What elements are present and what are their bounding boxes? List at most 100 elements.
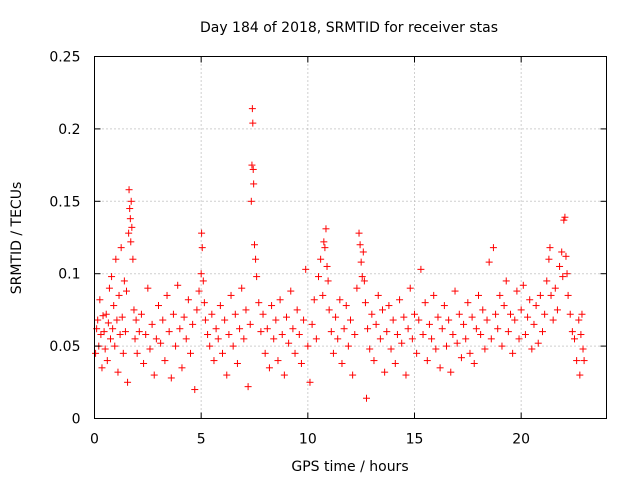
data-point bbox=[176, 325, 184, 333]
data-point bbox=[356, 241, 364, 249]
data-point bbox=[225, 331, 233, 339]
data-point bbox=[563, 270, 571, 278]
data-point bbox=[249, 165, 257, 173]
data-point bbox=[270, 335, 278, 343]
data-point bbox=[128, 223, 136, 231]
data-point bbox=[509, 349, 517, 357]
data-point bbox=[280, 371, 288, 379]
data-point bbox=[306, 378, 314, 386]
data-point bbox=[449, 331, 457, 339]
data-point bbox=[219, 349, 226, 357]
data-point bbox=[391, 359, 399, 367]
data-point bbox=[133, 349, 141, 357]
data-point bbox=[575, 316, 583, 324]
data-point bbox=[447, 368, 455, 376]
data-point bbox=[543, 277, 551, 285]
data-point bbox=[513, 287, 521, 295]
data-point bbox=[126, 215, 134, 223]
data-point bbox=[358, 273, 366, 281]
data-point bbox=[393, 331, 401, 339]
data-point bbox=[161, 357, 169, 365]
y-tick-label: 0.2 bbox=[58, 122, 80, 138]
data-point bbox=[530, 320, 538, 328]
data-point bbox=[357, 258, 365, 266]
data-point bbox=[180, 313, 188, 321]
data-point bbox=[197, 270, 205, 278]
data-point bbox=[109, 325, 117, 333]
data-point bbox=[259, 310, 267, 318]
data-point bbox=[366, 345, 374, 353]
data-point bbox=[206, 342, 214, 350]
x-tick-label: 10 bbox=[299, 432, 317, 448]
data-point bbox=[408, 335, 416, 343]
data-point bbox=[492, 310, 500, 318]
data-point bbox=[114, 368, 122, 376]
x-tick-label: 15 bbox=[406, 432, 424, 448]
data-point bbox=[297, 359, 305, 367]
data-point bbox=[144, 284, 152, 292]
data-point bbox=[472, 325, 480, 333]
data-point bbox=[126, 205, 134, 213]
data-point bbox=[107, 335, 114, 343]
data-point bbox=[404, 325, 412, 333]
data-point bbox=[479, 306, 487, 314]
data-point bbox=[528, 345, 536, 353]
data-point bbox=[115, 291, 123, 299]
data-point bbox=[507, 310, 514, 318]
data-point bbox=[475, 291, 482, 299]
data-point bbox=[483, 316, 491, 324]
data-point bbox=[246, 320, 254, 328]
data-point bbox=[221, 316, 229, 324]
data-point bbox=[440, 302, 448, 310]
data-point bbox=[383, 328, 391, 336]
data-point bbox=[236, 325, 244, 333]
data-point bbox=[99, 312, 107, 320]
data-point bbox=[187, 349, 194, 357]
data-point bbox=[434, 313, 442, 321]
data-point bbox=[178, 364, 186, 372]
data-point bbox=[464, 299, 472, 307]
data-point bbox=[172, 342, 180, 350]
data-point bbox=[182, 335, 190, 343]
data-point bbox=[413, 349, 421, 357]
data-point bbox=[268, 302, 276, 310]
data-point bbox=[278, 331, 286, 339]
data-point bbox=[94, 316, 102, 324]
data-point bbox=[163, 291, 171, 299]
data-point bbox=[155, 302, 162, 310]
data-point bbox=[376, 335, 384, 343]
data-point bbox=[123, 287, 130, 295]
data-point bbox=[320, 238, 328, 246]
data-point bbox=[541, 310, 549, 318]
data-point bbox=[389, 316, 397, 324]
data-point bbox=[120, 277, 128, 285]
data-point bbox=[249, 119, 257, 127]
y-tick-label: 0 bbox=[72, 412, 81, 428]
data-point bbox=[468, 313, 476, 321]
data-point bbox=[579, 345, 587, 353]
data-point bbox=[223, 371, 231, 379]
data-point bbox=[534, 339, 542, 347]
data-point bbox=[324, 277, 332, 285]
data-point bbox=[372, 320, 380, 328]
data-point bbox=[580, 357, 588, 365]
data-point bbox=[317, 255, 325, 263]
data-point bbox=[110, 302, 118, 310]
data-point bbox=[233, 359, 241, 367]
data-point bbox=[321, 244, 329, 252]
x-axis-label: GPS time / hours bbox=[291, 459, 408, 475]
data-point bbox=[460, 320, 468, 328]
data-point bbox=[276, 296, 284, 304]
data-point bbox=[174, 281, 182, 289]
data-point bbox=[571, 335, 578, 343]
data-point bbox=[415, 316, 423, 324]
data-point bbox=[559, 273, 567, 281]
data-point bbox=[577, 331, 585, 339]
data-point bbox=[189, 320, 197, 328]
data-point bbox=[329, 349, 337, 357]
data-point bbox=[229, 342, 237, 350]
data-point bbox=[546, 244, 554, 252]
data-point bbox=[208, 310, 216, 318]
data-point bbox=[157, 339, 165, 347]
data-point bbox=[470, 359, 478, 367]
